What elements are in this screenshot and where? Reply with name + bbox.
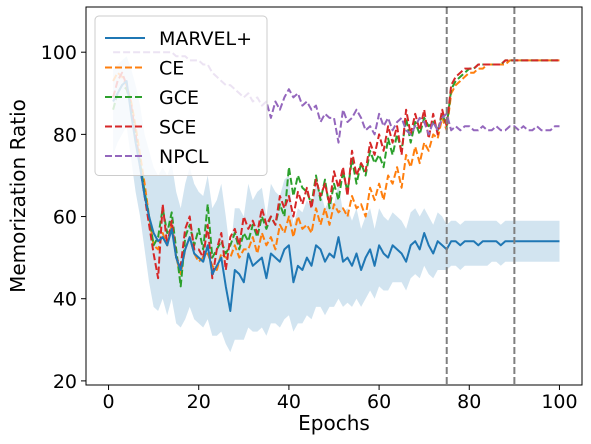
- axis-ticks-layer: 0 20 40 60 80 100 20 40 60 80 100: [41, 42, 578, 413]
- ce-legend-label: CE: [159, 58, 184, 80]
- y-tick-label: 20: [53, 371, 77, 393]
- x-tick-label: 20: [187, 391, 211, 413]
- y-tick-label: 60: [53, 207, 77, 229]
- gce-legend-label: GCE: [159, 87, 199, 109]
- x-tick-label: 0: [102, 391, 114, 413]
- x-tick-label: 80: [457, 391, 481, 413]
- vertical-marker-layer: [445, 7, 516, 385]
- legend-box: [94, 15, 268, 176]
- x-axis-label: Epochs: [298, 411, 370, 435]
- y-tick-label: 40: [53, 289, 77, 311]
- sce-legend-label: SCE: [159, 117, 196, 139]
- y-axis-label: Memorization Ratio: [6, 99, 30, 293]
- npcl-legend-label: NPCL: [159, 146, 209, 168]
- marvel-legend-label: MARVEL+: [159, 28, 252, 50]
- x-tick-label: 60: [367, 391, 391, 413]
- y-tick-label: 100: [41, 42, 77, 64]
- y-tick-label: 80: [53, 124, 77, 146]
- sce-series-line: [112, 59, 560, 280]
- legend: MARVEL+ CE GCE SCE NPCL: [94, 15, 268, 176]
- plot-area-frame: [85, 6, 583, 386]
- x-tick-label: 40: [277, 391, 301, 413]
- marvel-series-line: [112, 80, 560, 312]
- x-tick-label: 100: [541, 391, 577, 413]
